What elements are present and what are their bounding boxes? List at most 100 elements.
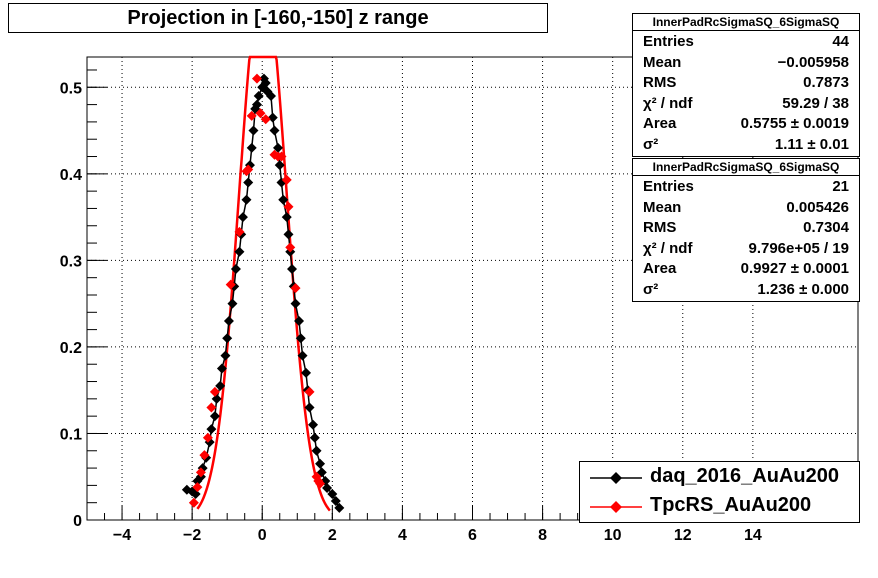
tpcrs-point: [290, 283, 301, 294]
daq-point: [334, 502, 345, 513]
x-tick-label: 12: [674, 527, 692, 544]
tpcrs-point: [225, 279, 236, 290]
daq-point: [297, 350, 308, 361]
tpcrs-point: [202, 432, 213, 443]
daq-point: [246, 142, 257, 153]
daq-point: [222, 333, 233, 344]
stats-key: Mean: [643, 53, 682, 71]
x-tick-label: 2: [328, 527, 337, 544]
stats-key: Entries: [643, 178, 694, 195]
grid-lines: [87, 57, 858, 520]
daq-point: [311, 445, 322, 456]
legend: daq_2016_AuAu200 TpcRS_AuAu200: [579, 461, 860, 523]
stats-key: Entries: [643, 33, 694, 50]
daq-point: [278, 194, 289, 205]
tpcrs-point: [199, 450, 210, 461]
stats-box-daq: InnerPadRcSigmaSQ_6SigmaSQ Entries 21 Mea…: [632, 158, 860, 302]
legend-entry-daq: daq_2016_AuAu200: [580, 463, 859, 491]
daq-point: [209, 411, 220, 422]
legend-marker-daq: [590, 472, 642, 484]
x-tick-label: 0: [258, 527, 267, 544]
stats-value: 0.7873: [803, 74, 849, 91]
tpcrs-point: [195, 467, 206, 478]
stats-key: RMS: [643, 219, 677, 236]
stats-value: 1.11 ± 0.01: [774, 135, 849, 153]
stats-box-name: InnerPadRcSigmaSQ_6SigmaSQ: [633, 14, 859, 31]
x-tick-label: −2: [183, 527, 201, 544]
daq-point: [211, 393, 222, 404]
stats-value: 0.9927 ± 0.0001: [740, 260, 849, 277]
stats-value: 9.796e+05 / 19: [748, 239, 849, 257]
y-tick-label: 0.2: [60, 340, 82, 357]
legend-marker-tpcrs: [590, 501, 642, 513]
tpcrs-point: [281, 174, 292, 185]
stats-value: 44: [832, 33, 849, 50]
stats-value: −0.005958: [777, 53, 849, 71]
daq-point: [269, 125, 280, 136]
stats-key: Area: [643, 260, 677, 277]
stats-key: Mean: [643, 198, 682, 216]
stats-box-tpcrs: InnerPadRcSigmaSQ_6SigmaSQ Entries 44 Mea…: [632, 13, 860, 157]
tpcrs-point: [285, 242, 296, 253]
daq-point: [290, 298, 301, 309]
tpcrs-point: [315, 478, 326, 489]
tick-labels: −4 −2 0 2 4 6 8 10 12 14 0 0.1 0.2 0.3 0.4 0.5: [60, 80, 762, 544]
daq-point: [215, 380, 226, 391]
legend-label: TpcRS_AuAu200: [650, 494, 812, 516]
stats-value: 1.236 ± 0.000: [757, 280, 849, 298]
daq-point: [227, 298, 238, 309]
tpcrs-point: [283, 201, 294, 212]
stats-value: 21: [832, 178, 849, 195]
tpcrs-point: [304, 386, 315, 397]
daq-point: [283, 229, 294, 240]
daq-point: [272, 142, 283, 153]
x-tick-label: 6: [468, 527, 477, 544]
chart-title: Projection in [-160,-150] z range: [8, 3, 548, 33]
stats-key: Area: [643, 115, 677, 132]
stats-key: χ² / ndf: [643, 239, 693, 257]
daq-point: [220, 350, 231, 361]
tpcrs-point: [255, 108, 266, 119]
stats-key: σ²: [643, 135, 659, 153]
daq-point: [253, 90, 264, 101]
daq-point: [234, 246, 245, 257]
stats-value: 59.29 / 38: [782, 94, 849, 112]
daq-point: [251, 99, 262, 110]
x-tick-label: 14: [744, 527, 762, 544]
y-tick-label: 0.1: [60, 426, 82, 443]
tpcrs-point: [276, 151, 287, 162]
daq-point: [287, 264, 298, 275]
daq-point: [248, 125, 259, 136]
daq-point: [327, 489, 338, 500]
daq-point: [322, 482, 333, 493]
daq-point: [206, 424, 217, 435]
x-tick-label: 4: [398, 527, 407, 544]
stats-key: χ² / ndf: [643, 94, 693, 112]
x-tick-label: 10: [604, 527, 622, 544]
daq-point: [216, 363, 227, 374]
tpcrs-point: [209, 386, 220, 397]
stats-value: 0.5755 ± 0.0019: [740, 115, 849, 132]
stats-value: 0.7304: [803, 219, 849, 236]
daq-point: [243, 177, 254, 188]
daq-point: [223, 315, 234, 326]
y-tick-label: 0.3: [60, 253, 82, 270]
y-tick-label: 0.5: [60, 80, 82, 97]
daq-point: [295, 333, 306, 344]
tpcrs-point: [188, 497, 199, 508]
tpcrs-point: [192, 482, 203, 493]
stats-key: RMS: [643, 74, 677, 91]
stats-value: 0.005426: [786, 198, 849, 216]
daq-point: [274, 160, 285, 171]
stats-box-name: InnerPadRcSigmaSQ_6SigmaSQ: [633, 159, 859, 176]
tpcrs-point: [234, 226, 245, 237]
tpcrs-point: [206, 402, 217, 413]
daq-point: [315, 458, 326, 469]
y-tick-label: 0: [73, 513, 82, 530]
daq-point: [304, 402, 315, 413]
x-tick-label: 8: [538, 527, 547, 544]
daq-point: [309, 432, 320, 443]
daq-point: [237, 212, 248, 223]
series-points: [181, 73, 345, 513]
